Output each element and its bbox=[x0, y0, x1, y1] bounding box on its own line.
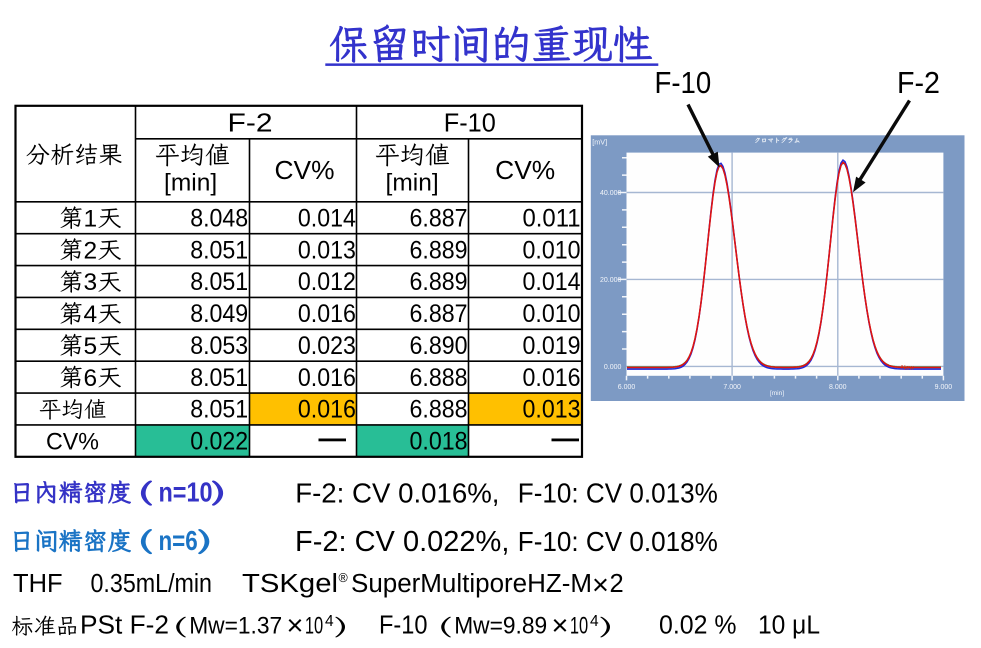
svg-text:PSt F-2: PSt F-2 bbox=[80, 612, 169, 640]
svg-text:6.888: 6.888 bbox=[410, 396, 468, 424]
svg-text:8.048: 8.048 bbox=[190, 204, 248, 232]
svg-text:2: 2 bbox=[84, 237, 98, 264]
svg-text:8.051: 8.051 bbox=[190, 396, 248, 424]
svg-text:CV%: CV% bbox=[495, 155, 555, 185]
svg-text:8.051: 8.051 bbox=[190, 268, 248, 296]
svg-text:CV%: CV% bbox=[46, 429, 99, 456]
svg-text:6.000: 6.000 bbox=[618, 384, 636, 391]
svg-text:10: 10 bbox=[305, 613, 323, 640]
svg-text:F-10: CV 0.013%: F-10: CV 0.013% bbox=[518, 477, 718, 508]
svg-text:6.888: 6.888 bbox=[410, 364, 468, 392]
svg-text:0.014: 0.014 bbox=[523, 268, 581, 296]
svg-text:2: 2 bbox=[610, 570, 624, 598]
svg-text:Mw=9.89: Mw=9.89 bbox=[454, 613, 547, 640]
svg-text:8.000: 8.000 bbox=[829, 384, 847, 391]
svg-text:0.023: 0.023 bbox=[298, 332, 356, 360]
svg-text:F-10: F-10 bbox=[444, 108, 496, 138]
svg-text:0.010: 0.010 bbox=[523, 236, 581, 264]
svg-text:0.014: 0.014 bbox=[298, 204, 356, 232]
svg-text:3: 3 bbox=[84, 269, 98, 296]
svg-text:F-2: CV 0.022%,: F-2: CV 0.022%, bbox=[295, 526, 509, 558]
svg-text:TSKgel: TSKgel bbox=[242, 570, 338, 598]
svg-text:0.02 %: 0.02 % bbox=[659, 612, 737, 640]
svg-text:0.016: 0.016 bbox=[523, 364, 581, 392]
svg-text:8.051: 8.051 bbox=[190, 236, 248, 264]
svg-text:8.053: 8.053 bbox=[190, 332, 248, 360]
svg-text:F-2: F-2 bbox=[897, 65, 940, 100]
svg-text:6: 6 bbox=[84, 365, 98, 392]
svg-text:9.000: 9.000 bbox=[935, 384, 953, 391]
svg-text:n=6: n=6 bbox=[159, 526, 198, 557]
svg-text:0.013: 0.013 bbox=[298, 236, 356, 264]
svg-text:10: 10 bbox=[570, 613, 588, 640]
svg-text:0.012: 0.012 bbox=[298, 268, 356, 296]
svg-text:F-10: F-10 bbox=[379, 612, 428, 640]
svg-text:20.000: 20.000 bbox=[600, 277, 622, 284]
svg-text:6.889: 6.889 bbox=[410, 268, 468, 296]
svg-text:0.018: 0.018 bbox=[410, 428, 468, 456]
svg-text:40.000: 40.000 bbox=[600, 190, 622, 197]
svg-text:0.013: 0.013 bbox=[523, 396, 581, 424]
svg-text:[min]: [min] bbox=[164, 170, 217, 197]
svg-text:®: ® bbox=[339, 571, 349, 585]
svg-text:×: × bbox=[287, 610, 304, 642]
svg-text:10 μL: 10 μL bbox=[758, 612, 820, 640]
svg-text:6.890: 6.890 bbox=[410, 332, 468, 360]
svg-text:THF: THF bbox=[13, 570, 63, 598]
svg-text:4: 4 bbox=[84, 301, 98, 328]
svg-text:7.000: 7.000 bbox=[723, 384, 741, 391]
svg-text:6.887: 6.887 bbox=[410, 300, 468, 328]
svg-text:6.889: 6.889 bbox=[410, 236, 468, 264]
svg-text:0.011: 0.011 bbox=[523, 204, 581, 232]
svg-text:0.000: 0.000 bbox=[604, 364, 622, 371]
svg-text:New: New bbox=[901, 365, 914, 372]
svg-text:4: 4 bbox=[325, 613, 334, 630]
svg-text:6.887: 6.887 bbox=[410, 204, 468, 232]
svg-text:0.022: 0.022 bbox=[190, 428, 248, 456]
svg-text:×: × bbox=[552, 610, 569, 642]
svg-text:0.019: 0.019 bbox=[523, 332, 581, 360]
svg-text:4: 4 bbox=[590, 613, 599, 630]
svg-text:[mV]: [mV] bbox=[592, 137, 607, 146]
svg-text:F-10: CV 0.018%: F-10: CV 0.018% bbox=[518, 526, 718, 557]
svg-text:0.016: 0.016 bbox=[298, 396, 356, 424]
svg-text:CV%: CV% bbox=[275, 155, 335, 185]
svg-text:8.051: 8.051 bbox=[190, 364, 248, 392]
svg-text:n=10: n=10 bbox=[159, 478, 213, 508]
svg-text:5: 5 bbox=[84, 333, 98, 360]
svg-text:Mw=1.37: Mw=1.37 bbox=[189, 613, 282, 640]
svg-text:0.35mL/min: 0.35mL/min bbox=[91, 570, 213, 598]
svg-text:0.016: 0.016 bbox=[298, 300, 356, 328]
svg-text:[min]: [min] bbox=[770, 390, 784, 397]
svg-text:F-10: F-10 bbox=[655, 65, 712, 100]
svg-text:SuperMultiporeHZ-M: SuperMultiporeHZ-M bbox=[351, 570, 592, 598]
svg-text:8.049: 8.049 bbox=[190, 300, 248, 328]
svg-text:×: × bbox=[592, 570, 609, 602]
svg-text:F-2: F-2 bbox=[228, 108, 273, 138]
svg-text:[min]: [min] bbox=[386, 170, 439, 197]
svg-text:F-2: CV 0.016%,: F-2: CV 0.016%, bbox=[295, 477, 499, 508]
svg-text:0.016: 0.016 bbox=[298, 364, 356, 392]
svg-text:0.010: 0.010 bbox=[523, 300, 581, 328]
svg-text:1: 1 bbox=[84, 205, 98, 232]
